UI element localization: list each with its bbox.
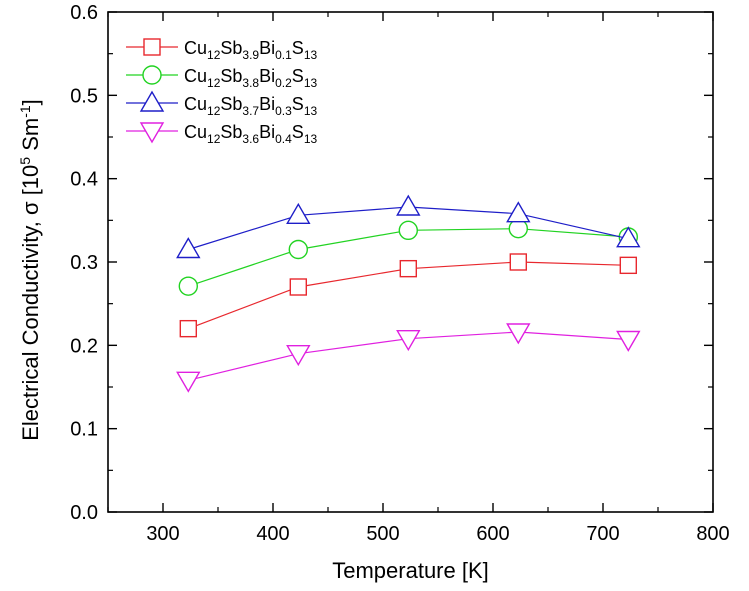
legend-entry: Cu12Sb3.9Bi0.1S13 [126,38,317,62]
legend-marker [139,122,165,144]
legend-entry: Cu12Sb3.8Bi0.2S13 [126,65,317,90]
y-label-end: ] [18,99,43,105]
data-point [179,319,198,338]
x-tick-label: 600 [476,523,509,545]
series-4 [176,323,641,393]
data-point [616,226,641,248]
legend-marker [143,38,161,56]
legend-marker [139,90,165,112]
legend-marker [142,65,162,85]
x-axis-label: Temperature [K] [332,558,489,583]
y-label-main: Electrical Conductivity, σ [10 [18,165,43,441]
data-point [178,276,199,296]
legend-label: Cu12Sb3.9Bi0.1S13 [184,38,317,62]
x-tick-label: 500 [366,523,399,545]
data-point [396,329,421,352]
y-tick-label: 0.1 [70,419,98,441]
y-tick-label: 0.2 [70,335,98,357]
x-tick-label: 700 [586,523,619,545]
y-label-mid: Sm [18,118,43,157]
data-point [506,323,531,345]
legend-entry: Cu12Sb3.7Bi0.3S13 [126,90,317,118]
series-group [176,194,641,393]
y-tick-label: 0.4 [70,169,98,191]
x-tick-label: 400 [256,523,289,545]
data-point [288,239,308,260]
legend-label: Cu12Sb3.8Bi0.2S13 [184,66,317,90]
y-axis-label: Electrical Conductivity, σ [105 Sm-1] [17,99,43,441]
series-1 [179,253,637,338]
data-point [289,278,307,296]
legend: Cu12Sb3.9Bi0.1S13 Cu12Sb3.8Bi0.2S13 Cu12Sb… [126,38,317,146]
x-tick-label: 800 [696,523,729,545]
data-point [286,202,311,225]
y-tick-label: 0.0 [70,502,98,524]
data-point [286,344,311,367]
data-point [399,259,417,278]
data-point [176,371,201,393]
series-3 [176,194,641,259]
data-point [506,201,531,223]
y-tick-label: 0.3 [70,252,98,274]
y-label-sup2: -1 [17,105,33,118]
data-point [398,220,418,241]
tick-labels: 300 400 500 600 700 800 0.0 0.1 0.2 0.3 0.4 0.5 0.6 [70,2,730,545]
legend-entry: Cu12Sb3.6Bi0.4S13 [126,122,317,146]
legend-label: Cu12Sb3.6Bi0.4S13 [184,122,317,146]
data-point [176,237,201,259]
data-point [396,194,421,216]
y-tick-label: 0.6 [70,2,98,24]
y-label-sup1: 5 [17,157,33,165]
y-tick-label: 0.5 [70,85,98,107]
legend-label: Cu12Sb3.7Bi0.3S13 [184,94,317,118]
x-tick-label: 300 [146,523,179,545]
data-point [509,253,527,271]
data-point [616,330,641,352]
plot-frame [107,11,714,513]
data-point [619,256,637,275]
